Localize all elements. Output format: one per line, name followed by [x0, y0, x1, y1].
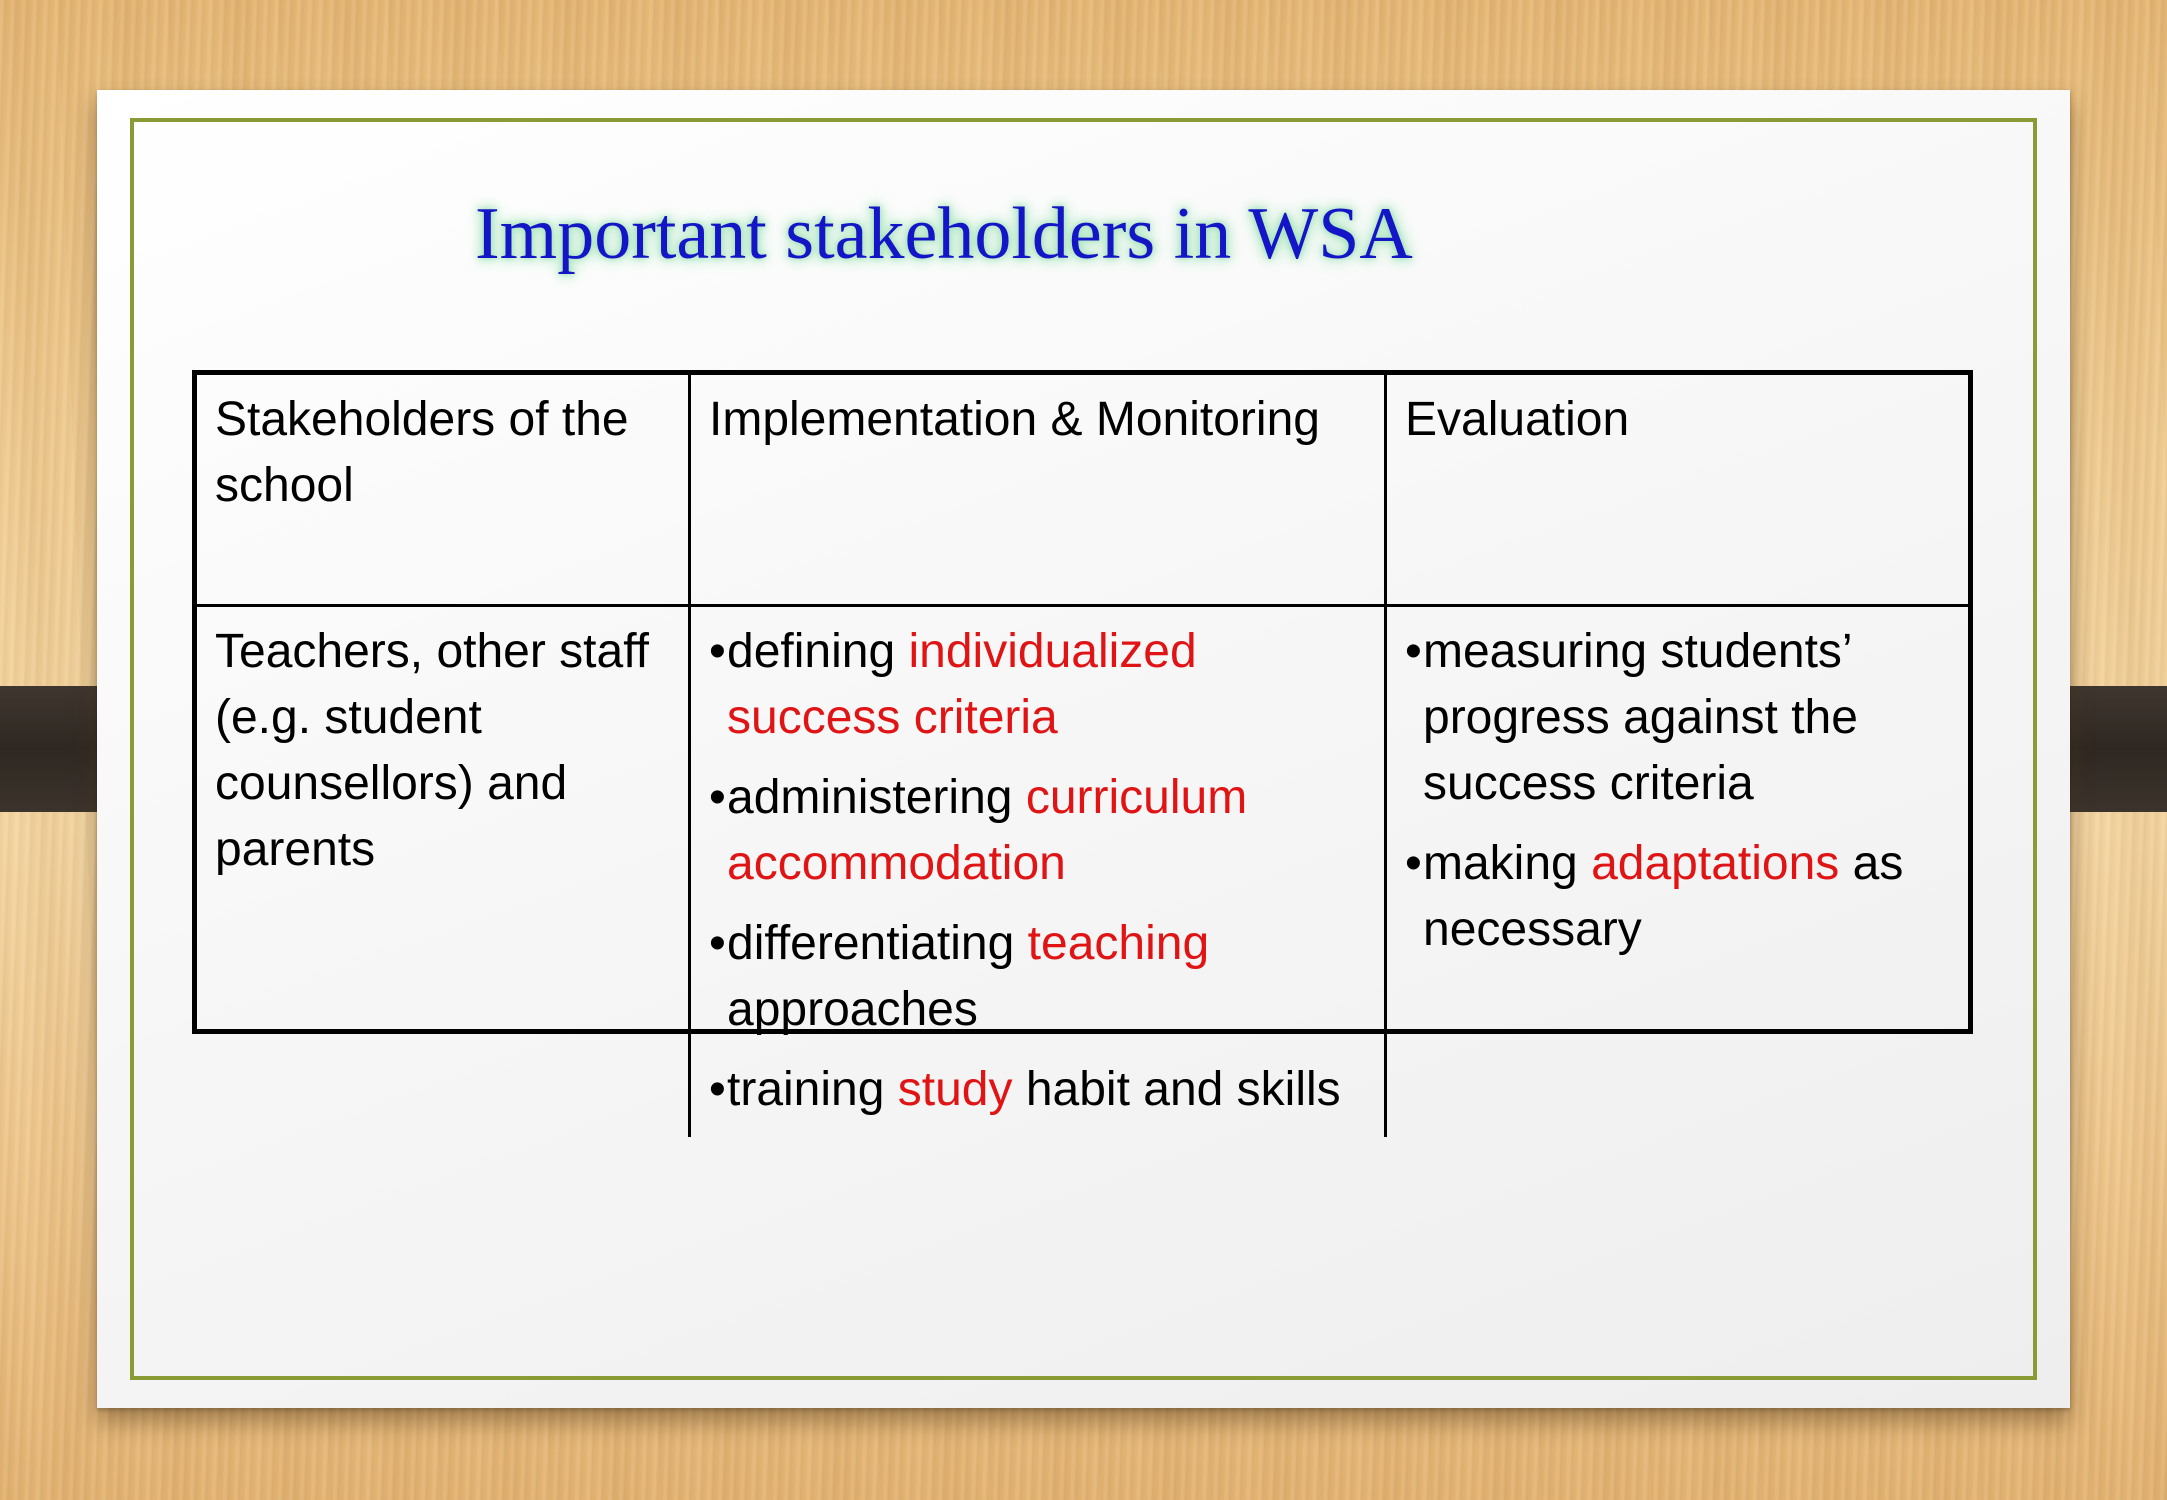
evaluation-cell: measuring students’ progress against the… [1387, 607, 1968, 1137]
slide-card: Important stakeholders in WSA Stakeholde… [97, 90, 2070, 1408]
slide-title: Important stakeholders in WSA [475, 193, 1413, 275]
implementation-item: administering curriculum accommodation [709, 765, 1366, 897]
header-stakeholders: Stakeholders of the school [197, 375, 691, 607]
stakeholders-cell: Teachers, other staff (e.g. student coun… [197, 607, 691, 1137]
evaluation-list: measuring students’ progress against the… [1405, 619, 1950, 963]
implementation-cell: defining individualized success criteria… [691, 607, 1387, 1137]
evaluation-item: making adaptations as necessary [1405, 831, 1950, 963]
stakeholder-table: Stakeholders of the school Implementatio… [192, 370, 1973, 1137]
highlight-term: adaptations [1591, 837, 1840, 890]
implementation-item: defining individualized success criteria [709, 619, 1366, 751]
highlight-term: individualized success criteria [727, 625, 1197, 744]
evaluation-item: measuring students’ progress against the… [1405, 619, 1950, 817]
implementation-item: training study habit and skills [709, 1057, 1366, 1123]
highlight-term: study [897, 1063, 1013, 1116]
header-evaluation: Evaluation [1387, 375, 1968, 607]
highlight-term: teaching [1027, 917, 1210, 970]
highlight-term: curriculum accommodation [727, 771, 1248, 890]
slide-frame [130, 118, 2037, 1380]
implementation-list: defining individualized success criteria… [709, 619, 1366, 1123]
header-implementation: Implementation & Monitoring [691, 375, 1387, 607]
implementation-item: differentiating teaching approaches [709, 911, 1366, 1043]
